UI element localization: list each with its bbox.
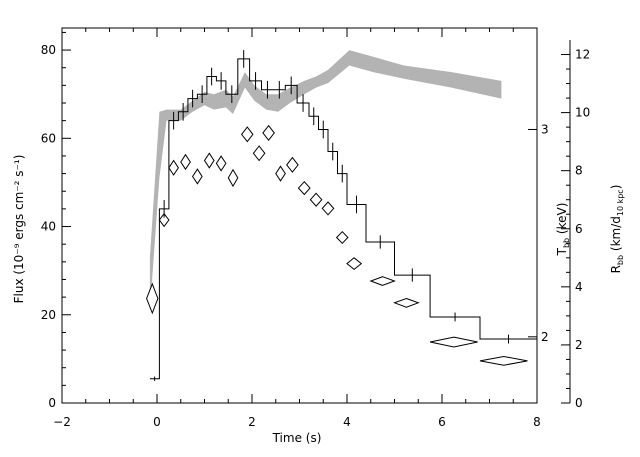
- x-tick-label: 0: [153, 415, 161, 429]
- x-axis-label: Time (s): [272, 431, 322, 445]
- radius-diamond: [192, 168, 203, 185]
- radius-axis-label: Rbb (km/d10 kpc): [609, 185, 625, 274]
- temperature-tick-label: 3: [541, 122, 549, 136]
- radius-diamond: [146, 282, 159, 315]
- radius-tick-label: 10: [575, 106, 590, 120]
- radius-diamond: [297, 180, 311, 196]
- y-tick-label: 20: [41, 308, 56, 322]
- y-tick-label: 80: [41, 43, 56, 57]
- flux-histogram-layer: [149, 50, 537, 381]
- temperature-axis-label: Tbb (keV): [555, 203, 571, 257]
- radius-diamond: [321, 201, 335, 216]
- radius-tick-label: 2: [575, 338, 583, 352]
- y-tick-label: 60: [41, 131, 56, 145]
- x-tick-label: 4: [343, 415, 351, 429]
- radius-diamond: [369, 276, 396, 286]
- radius-tick-label: 12: [575, 48, 590, 62]
- y-axis-label: Flux (10⁻⁹ ergs cm⁻² s⁻¹): [12, 155, 26, 304]
- temperature-band-layer: [149, 50, 502, 311]
- radius-diamond: [393, 297, 420, 308]
- radius-diamond: [240, 126, 254, 143]
- radius-diamond: [286, 156, 299, 173]
- x-tick-label: 2: [248, 415, 256, 429]
- radius-diamond: [309, 192, 323, 207]
- radius-tick-label: 8: [575, 164, 583, 178]
- x-tick-label: 6: [438, 415, 446, 429]
- radius-diamond: [335, 230, 349, 245]
- radius-diamond: [227, 168, 239, 188]
- temperature-band: [149, 50, 502, 311]
- radius-diamond: [275, 165, 286, 182]
- radius-tick-label: 6: [575, 222, 583, 236]
- axes-frame: [61, 27, 571, 404]
- radius-diamond: [215, 155, 227, 172]
- x-tick-label: 8: [533, 415, 541, 429]
- y-tick-label: 0: [48, 396, 56, 410]
- radius-diamond: [158, 212, 170, 228]
- radius-diamond: [262, 124, 275, 142]
- radius-tick-label: 0: [575, 396, 583, 410]
- radius-diamond: [252, 145, 266, 162]
- radius-tick-label: 4: [575, 280, 583, 294]
- radius-diamond: [203, 152, 215, 169]
- radius-diamond: [168, 159, 179, 176]
- radius-diamond: [346, 257, 363, 271]
- radius-diamond: [479, 355, 528, 366]
- flux-histogram: [149, 58, 537, 380]
- radius-diamonds-layer: [146, 124, 528, 366]
- radius-diamond: [429, 336, 478, 348]
- temperature-tick-label: 2: [541, 330, 549, 344]
- radius-diamond: [180, 153, 191, 171]
- x-tick-label: −2: [53, 415, 71, 429]
- y-tick-label: 40: [41, 220, 56, 234]
